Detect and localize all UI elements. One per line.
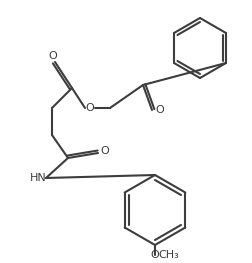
Text: O: O: [49, 51, 57, 61]
Text: O: O: [156, 105, 164, 115]
Text: O: O: [151, 250, 159, 260]
Text: CH₃: CH₃: [159, 250, 179, 260]
Text: HN: HN: [30, 173, 46, 183]
Text: O: O: [101, 146, 109, 156]
Text: O: O: [86, 103, 94, 113]
